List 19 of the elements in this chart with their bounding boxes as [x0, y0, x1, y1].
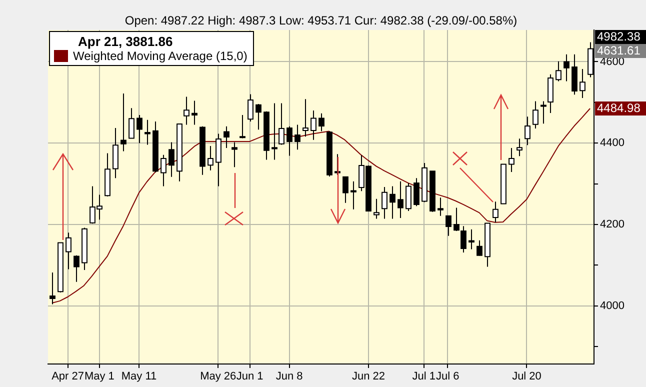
x-tick-label: Jul 6 [436, 370, 460, 383]
y-tick-label: 4400 [600, 137, 624, 150]
text: 4631.61 [597, 43, 641, 58]
x-tick-label: Jun 22 [352, 370, 385, 383]
legend-title: Apr 21, 3881.86 [78, 34, 174, 49]
legend-label: Weighted Moving Average (15,0) [73, 49, 248, 63]
x-tick-label: May 1 [84, 370, 114, 383]
x-tick-label: May 11 [121, 370, 157, 383]
x-tick-label: Jul 20 [512, 370, 542, 383]
x-tick-label: Jun 8 [276, 370, 303, 383]
x-tick-label: May 26 [200, 370, 236, 383]
y-tick-label: 4200 [600, 218, 624, 230]
chart-subtitle: Open: 4987.22 High: 4987.3 Low: 4953.71 Cur: 4982.38 (-29.09/-00.58%) [124, 13, 518, 28]
x-tick-label: Jul 1 [412, 370, 436, 383]
x-tick-label: Apr 27 [52, 370, 84, 383]
text: 4484.98 [597, 100, 641, 115]
text: 4982.38 [597, 29, 641, 44]
x-tick-label: Jun 1 [236, 370, 264, 383]
y-tick-label: 4000 [600, 300, 624, 312]
